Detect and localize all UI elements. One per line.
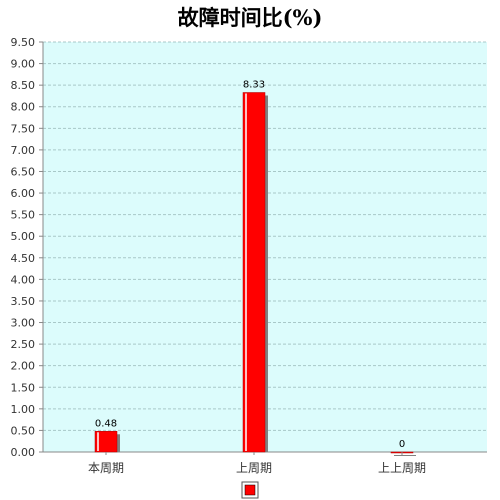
data-label: 0.48 (95, 418, 117, 429)
y-tick-label: 4.00 (11, 273, 36, 286)
category-label: 本周期 (88, 461, 124, 475)
y-tick-label: 5.00 (11, 230, 36, 243)
y-tick-label: 7.00 (11, 144, 36, 157)
y-tick-label: 9.50 (11, 36, 36, 49)
y-tick-label: 1.50 (11, 381, 36, 394)
y-tick-label: 6.50 (11, 165, 36, 178)
data-label: 0 (399, 439, 405, 450)
y-tick-label: 8.50 (11, 79, 36, 92)
y-tick-label: 0.50 (11, 424, 36, 437)
y-tick-label: 5.50 (11, 209, 36, 222)
y-tick-label: 6.00 (11, 187, 36, 200)
data-label: 8.33 (243, 79, 265, 90)
y-tick-label: 7.50 (11, 122, 36, 135)
bar-shadow (394, 455, 416, 456)
legend-swatch (244, 484, 256, 496)
chart-title: 故障时间比(%) (177, 5, 323, 30)
y-tick-label: 4.50 (11, 252, 36, 265)
y-tick-label: 9.00 (11, 58, 36, 71)
bar-highlight (97, 432, 99, 451)
y-tick-label: 2.50 (11, 338, 36, 351)
y-tick-label: 1.00 (11, 403, 36, 416)
bar-highlight (245, 93, 247, 451)
category-label: 上上周期 (378, 461, 426, 475)
y-tick-label: 0.00 (11, 446, 36, 459)
y-tick-label: 3.50 (11, 295, 36, 308)
y-tick-label: 3.00 (11, 317, 36, 330)
y-tick-label: 2.00 (11, 360, 36, 373)
category-label: 上周期 (236, 461, 272, 475)
y-tick-label: 8.00 (11, 101, 36, 114)
